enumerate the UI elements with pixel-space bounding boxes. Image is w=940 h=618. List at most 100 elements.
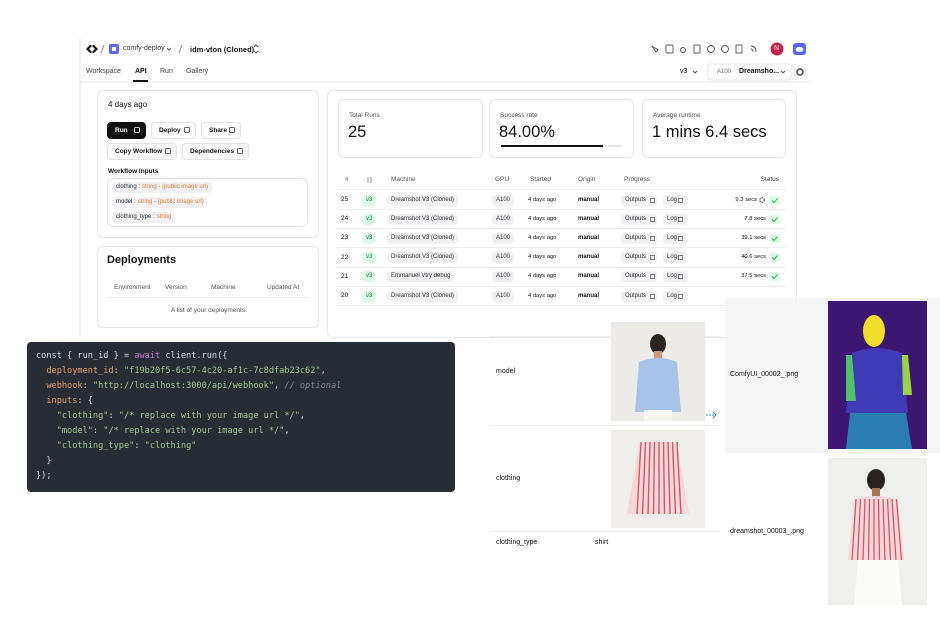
code-token: client.run({ — [160, 351, 228, 361]
code-token: await — [134, 351, 161, 361]
run-row[interactable] — [337, 287, 786, 306]
code-token: }); — [36, 471, 52, 481]
action-button[interactable]: Deploy — [151, 122, 196, 139]
stat-card — [642, 99, 786, 158]
action-button[interactable]: Dependencies — [182, 143, 249, 160]
duration: 39.1 secs — [741, 234, 766, 241]
stat-label: Success rate — [500, 112, 538, 119]
link-icon — [678, 197, 683, 203]
button-icon — [229, 127, 235, 133]
machine-pill: Dreamshot V3 (Cloned) — [387, 290, 459, 302]
gpu-pill: A100 — [492, 213, 515, 225]
tab[interactable]: Gallery — [186, 68, 209, 75]
run-row[interactable] — [337, 249, 786, 268]
status-ok — [769, 272, 780, 282]
code-token: : — [113, 366, 124, 376]
run-row[interactable] — [337, 191, 786, 210]
run-id: 22 — [341, 253, 349, 261]
progress-button[interactable]: Log — [663, 232, 689, 244]
code-token: "/* replace with your image url */" — [103, 426, 285, 436]
code-token: , — [284, 426, 290, 436]
divider — [107, 297, 309, 298]
code-line: "clothing_type": "clothing" — [36, 441, 197, 451]
code-token: "clothing_type" — [36, 441, 135, 451]
progress-button[interactable]: Outputs — [621, 271, 658, 283]
machine-select[interactable]: Dreamsho... — [739, 68, 780, 75]
tab[interactable]: Run — [160, 68, 173, 75]
progress-fill — [501, 145, 603, 147]
code-token: deployment_id — [36, 366, 114, 376]
run-row[interactable] — [337, 229, 786, 249]
code-token: : { — [77, 396, 93, 406]
action-button[interactable]: Share — [201, 122, 241, 139]
button-icon — [165, 148, 171, 154]
deployments-card — [97, 246, 319, 328]
button-icon — [134, 127, 140, 133]
progress-button[interactable]: Outputs — [621, 194, 658, 206]
progress-button[interactable]: Log — [663, 252, 689, 264]
workspace-name: comfy-deploy — [123, 45, 165, 52]
stat-label: Total Runs — [349, 112, 380, 119]
deployments-column: Updated At — [267, 284, 300, 291]
sort-icon — [367, 177, 372, 183]
avatar-initial: N — [774, 45, 780, 52]
output-label: dreamshot_00003_.png — [730, 528, 804, 535]
tab-underline — [133, 80, 148, 82]
version-select[interactable]: v3 — [680, 68, 688, 75]
code-token: "clothing" — [144, 441, 197, 451]
code-line: "model": "/* replace with your image url… — [36, 426, 290, 436]
output-label: ComfyUI_00002_.png — [730, 371, 799, 378]
code-line: webhook: "http://localhost:3000/api/webh… — [36, 381, 341, 391]
link-icon — [678, 293, 683, 299]
started: 4 days ago — [528, 254, 557, 261]
action-button[interactable]: Run — [107, 122, 146, 139]
code-token: // optional — [284, 381, 342, 391]
machine-pill: Dreamshot V3 (Cloned) — [387, 213, 459, 225]
divider — [337, 189, 786, 190]
tab[interactable]: API — [135, 68, 147, 75]
code-token: : — [108, 411, 119, 421]
code-token: : — [82, 381, 93, 391]
progress-button[interactable]: Log — [663, 213, 689, 225]
link-icon — [650, 197, 655, 203]
progress-button[interactable]: Outputs — [621, 232, 658, 244]
gpu-pill: A100 — [492, 290, 515, 302]
run-row[interactable] — [337, 268, 786, 287]
link-icon — [678, 216, 683, 222]
started: 4 days ago — [528, 215, 557, 222]
origin: manual — [578, 196, 600, 203]
tab[interactable]: Workspace — [86, 68, 121, 75]
stat-value: 25 — [348, 123, 367, 141]
run-id: 21 — [341, 272, 349, 280]
progress-button[interactable]: Log — [663, 194, 689, 206]
code-line: const { run_id } = await client.run({ — [36, 351, 227, 361]
duration: 9.3 secs — [735, 196, 757, 203]
deployments-column: Environment — [114, 284, 151, 291]
link-icon — [650, 216, 655, 222]
table-header: Machine — [391, 176, 416, 183]
version-pill: v3 — [362, 271, 377, 283]
progress-button[interactable]: Outputs — [621, 290, 658, 302]
model-image — [611, 322, 705, 421]
code-line: inputs: { — [36, 396, 93, 406]
progress-button[interactable]: Log — [663, 271, 689, 283]
code-token: const { run_id } = — [36, 351, 135, 361]
input-type: string - (public image url) — [142, 184, 209, 190]
code-token: "model" — [36, 426, 93, 436]
progress-button[interactable]: Outputs — [621, 252, 658, 264]
progress-button[interactable]: Outputs — [621, 213, 658, 225]
code-token: , — [299, 411, 306, 421]
machine-pill: Dreamshot V3 (Cloned) — [387, 252, 459, 264]
input-tag: model : string - (public image url) — [112, 197, 208, 208]
stat-card — [489, 99, 634, 158]
link-icon — [650, 293, 655, 299]
status-ok — [769, 195, 780, 205]
action-button[interactable]: Copy Workflow — [107, 143, 177, 160]
input-name: clothing : — [116, 184, 141, 190]
progress-button[interactable]: Log — [663, 290, 689, 302]
gpu-pill: A100 — [492, 252, 515, 264]
duration: 7.8 secs — [744, 215, 766, 222]
code-line: deployment_id: "f19b20f5-6c57-4c20-af1c-… — [36, 366, 325, 376]
run-row[interactable] — [337, 210, 786, 230]
